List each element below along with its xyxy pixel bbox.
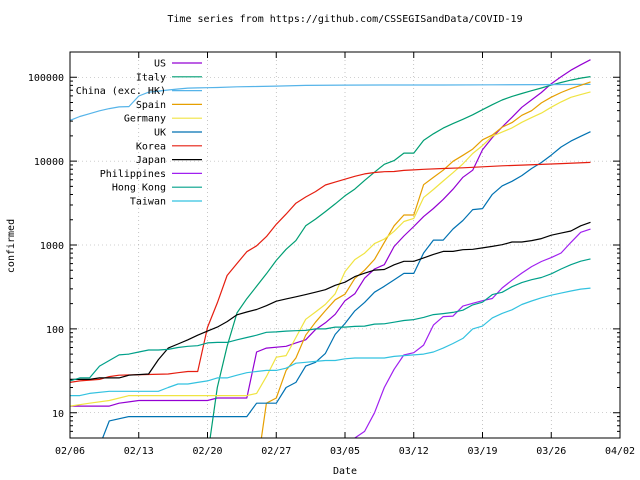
- x-tick-label: 04/02: [605, 446, 635, 457]
- x-axis-label: Date: [333, 466, 357, 477]
- y-axis-label: confirmed: [6, 219, 17, 273]
- grid-lines: [70, 52, 620, 438]
- legend-label: US: [154, 59, 166, 70]
- x-tick-label: 02/20: [192, 446, 222, 457]
- x-tick-label: 02/27: [261, 446, 291, 457]
- legend-label: Taiwan: [130, 197, 166, 208]
- legend-label: Hong Kong: [112, 183, 166, 194]
- series-line: [70, 287, 591, 397]
- x-tick-label: 02/06: [55, 446, 85, 457]
- y-tick-label: 100: [46, 325, 64, 336]
- chart-title: Time series from https://github.com/CSSE…: [167, 14, 522, 25]
- y-tick-label: 10000: [34, 157, 64, 168]
- series-line: [209, 76, 591, 438]
- series-line: [70, 258, 591, 382]
- y-tick-label: 1000: [40, 241, 64, 252]
- x-tick-label: 02/13: [124, 446, 154, 457]
- legend-label: UK: [154, 128, 166, 139]
- legend-label: Germany: [124, 114, 166, 125]
- y-tick-label: 100000: [28, 73, 64, 84]
- x-tick-label: 03/19: [467, 446, 497, 457]
- legend-label: Italy: [136, 72, 166, 83]
- legend-label: Korea: [136, 141, 166, 152]
- series-line: [70, 83, 591, 121]
- series-line: [70, 91, 591, 407]
- y-tick-label: 10: [52, 409, 64, 420]
- series-line: [70, 59, 591, 407]
- series-line: [70, 161, 591, 383]
- series-lines: [70, 59, 591, 438]
- legend: US Italy China (exc. HK) Spain Germany UK Kore…: [76, 59, 202, 208]
- series-line: [260, 81, 591, 438]
- x-tick-label: 03/26: [536, 446, 566, 457]
- legend-label: Japan: [136, 155, 166, 166]
- series-line: [70, 221, 591, 380]
- legend-label: Philippines: [100, 169, 166, 180]
- x-tick-label: 03/05: [330, 446, 360, 457]
- legend-label: China (exc. HK): [76, 86, 166, 97]
- legend-label: Spain: [136, 100, 166, 111]
- axis-ticks: 02/06 02/13 02/20 02/27 03/05 03/12 03/19 03/26…: [28, 51, 635, 457]
- x-tick-label: 03/12: [399, 446, 429, 457]
- series-line: [102, 131, 591, 438]
